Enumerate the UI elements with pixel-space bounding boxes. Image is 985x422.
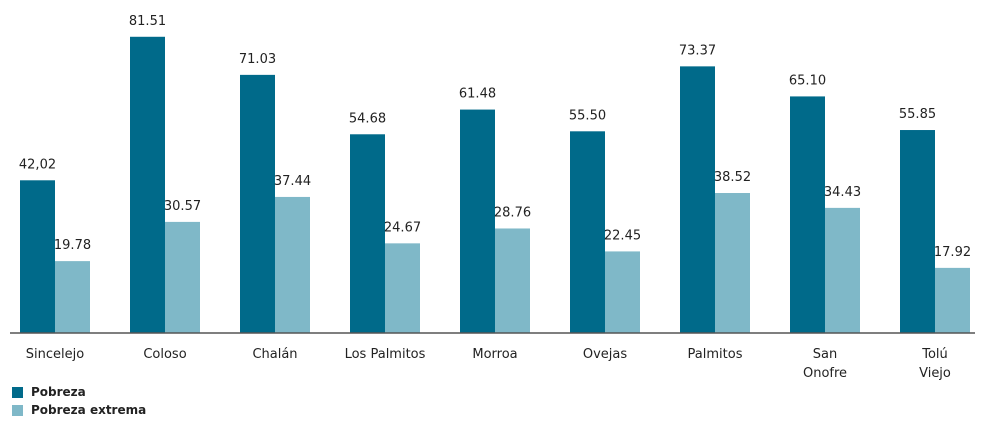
legend-label: Pobreza extrema: [31, 403, 147, 417]
value-label: 71.03: [239, 52, 276, 67]
legend-item: Pobreza extrema: [12, 403, 146, 417]
bar: [240, 74, 275, 334]
bar: [935, 267, 970, 333]
x-tick-label: Tolú Viejo: [919, 347, 951, 381]
value-label: 19.78: [54, 238, 91, 253]
x-tick-label: Chalán: [252, 347, 298, 362]
legend-label: Pobreza: [31, 385, 86, 399]
bar: [570, 131, 605, 333]
bar: [680, 66, 715, 334]
bar: [20, 180, 55, 333]
x-tick-label: Sincelejo: [25, 347, 85, 362]
value-label: 65.10: [789, 73, 826, 88]
value-label: 55.85: [899, 107, 936, 122]
value-label: 30.57: [164, 199, 201, 214]
bar: [55, 261, 90, 333]
x-tick-label: Morroa: [472, 347, 518, 362]
value-label: 81.51: [129, 14, 166, 29]
value-label: 28.76: [494, 205, 531, 220]
x-tick-label: Los Palmitos: [344, 347, 426, 362]
bar: [350, 134, 385, 333]
value-label: 34.43: [824, 185, 861, 200]
x-tick-label: San Onofre: [802, 347, 848, 381]
x-tick-label: Ovejas: [582, 347, 628, 362]
x-tick-label: Coloso: [143, 347, 187, 362]
bar: [275, 196, 310, 333]
value-label: 73.37: [679, 43, 716, 58]
value-label: 24.67: [384, 220, 421, 235]
bar: [385, 243, 420, 333]
x-tick-label: Palmitos: [687, 347, 743, 362]
bar: [825, 207, 860, 333]
value-label: 17.92: [934, 245, 971, 260]
value-label: 54.68: [349, 111, 386, 126]
value-label: 61.48: [459, 87, 496, 102]
bar: [460, 109, 495, 333]
bar: [605, 251, 640, 333]
bar: [130, 36, 165, 333]
value-label: 38.52: [714, 170, 751, 185]
legend-item: Pobreza: [12, 385, 86, 399]
bar: [165, 221, 200, 333]
bar: [790, 96, 825, 333]
value-label: 55.50: [569, 108, 606, 123]
legend-swatch: [12, 386, 23, 398]
value-label: 37.44: [274, 174, 311, 189]
bar: [900, 130, 935, 333]
value-label: 22.45: [604, 228, 641, 243]
legend-swatch: [12, 404, 23, 416]
bar: [715, 193, 750, 333]
value-label: 42,02: [19, 157, 56, 172]
bar: [495, 228, 530, 333]
